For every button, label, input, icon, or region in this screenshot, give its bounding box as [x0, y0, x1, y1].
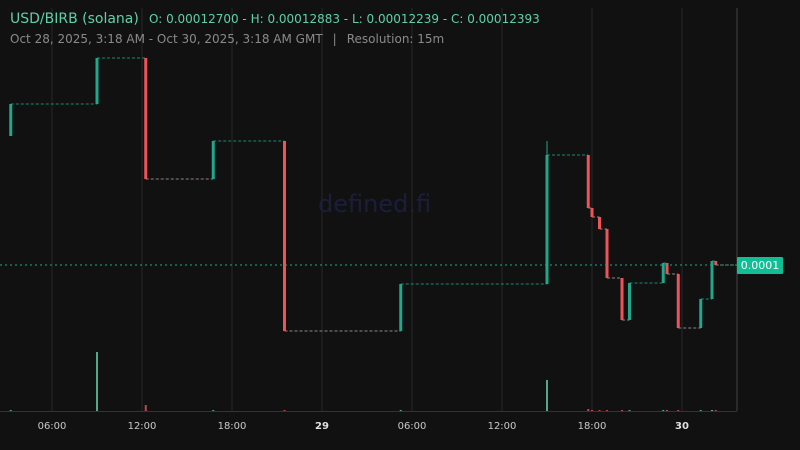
x-tick-label: 29 — [315, 421, 329, 432]
candle-body — [661, 263, 665, 283]
volume-bar — [711, 410, 713, 411]
volume-bar — [212, 410, 215, 411]
volume-bar — [666, 410, 668, 411]
candle-body — [144, 58, 148, 179]
volume-bar — [9, 410, 12, 411]
volume-bar — [628, 410, 631, 411]
candle-body — [9, 104, 13, 136]
x-tick-label: 12:00 — [488, 421, 517, 432]
candle-body — [665, 263, 669, 274]
candle-body — [710, 261, 714, 299]
candle-body — [699, 299, 703, 328]
x-tick-label: 06:00 — [38, 421, 67, 432]
candle-body — [590, 208, 594, 217]
volume-bar — [598, 410, 601, 411]
volume-bar — [399, 410, 402, 411]
watermark-logo: defined.fi — [318, 190, 432, 218]
candle-body — [586, 155, 590, 208]
candle-body — [95, 58, 99, 104]
candle-body — [399, 284, 403, 331]
volume-bar — [606, 410, 608, 411]
volume-bar — [587, 409, 590, 411]
candle-body — [211, 141, 215, 179]
volume-bar — [714, 410, 717, 411]
legend-line-1: USD/BIRB (solana) O: 0.00012700 - H: 0.0… — [10, 11, 540, 27]
candle-body — [283, 141, 286, 331]
x-tick-label: 30 — [675, 421, 689, 432]
symbol-name: USD/BIRB (solana) — [10, 11, 139, 27]
x-tick-label: 18:00 — [578, 421, 607, 432]
x-tick-label: 12:00 — [128, 421, 157, 432]
volume-bar — [144, 405, 147, 411]
volume-bar — [283, 410, 286, 411]
volume-bar — [662, 410, 665, 411]
candle-body — [620, 278, 624, 320]
ohlc-values: O: 0.00012700 - H: 0.00012883 - L: 0.000… — [149, 12, 540, 26]
candle-body — [676, 274, 680, 328]
volume-bar — [699, 410, 702, 411]
candle-body — [628, 283, 631, 320]
resolution: Resolution: 15m — [346, 32, 445, 46]
candle-body — [714, 261, 718, 265]
current-price-label: 0.0001 — [737, 257, 783, 274]
candle-body — [598, 217, 601, 229]
volume-bar — [591, 410, 593, 411]
candle-body — [545, 155, 549, 284]
x-tick-label: 06:00 — [398, 421, 427, 432]
x-tick-label: 18:00 — [218, 421, 247, 432]
candle-body — [605, 229, 609, 278]
volume-bar — [546, 380, 548, 411]
date-range: Oct 28, 2025, 3:18 AM - Oct 30, 2025, 3:… — [10, 32, 323, 46]
volume-bar — [96, 352, 98, 411]
chart-legend: USD/BIRB (solana) O: 0.00012700 - H: 0.0… — [10, 11, 540, 46]
volume-bar — [677, 410, 680, 411]
separator: | — [332, 32, 337, 46]
legend-line-2: Oct 28, 2025, 3:18 AM - Oct 30, 2025, 3:… — [10, 32, 540, 46]
volume-bar — [621, 410, 623, 411]
